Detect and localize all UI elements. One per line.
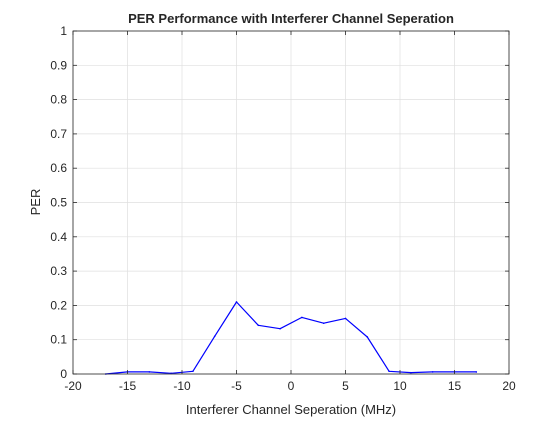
y-tick-label: 0.2 xyxy=(50,298,67,312)
y-tick-label: 1 xyxy=(60,24,67,38)
data-point xyxy=(344,317,347,320)
y-tick-label: 0.3 xyxy=(50,264,67,278)
x-axis-ticks: -20 -15 -10 -5 0 5 10 15 20 xyxy=(64,31,516,393)
data-point xyxy=(148,371,151,373)
y-tick-label: 0.8 xyxy=(50,93,67,107)
x-tick-label: 10 xyxy=(393,379,407,393)
data-point xyxy=(301,316,303,319)
y-tick-label: 0.9 xyxy=(50,58,67,72)
data-point xyxy=(235,301,238,303)
x-tick-label: 20 xyxy=(502,379,516,393)
data-point xyxy=(192,370,194,373)
data-point xyxy=(366,336,369,338)
data-point xyxy=(388,370,390,373)
x-axis-label: Interferer Channel Seperation (MHz) xyxy=(186,402,396,417)
series-line-0 xyxy=(105,301,477,375)
data-point xyxy=(279,327,281,330)
y-axis-label: PER xyxy=(28,189,43,216)
x-tick-label: 15 xyxy=(448,379,462,393)
y-tick-label: 0.5 xyxy=(50,196,67,210)
x-tick-label: -15 xyxy=(119,379,137,393)
data-point xyxy=(475,371,478,373)
y-tick-label: 0.1 xyxy=(50,333,67,347)
y-tick-label: 0.7 xyxy=(50,127,67,141)
data-point xyxy=(213,335,216,338)
data-point xyxy=(322,322,325,325)
x-tick-label: 5 xyxy=(342,379,349,393)
data-point xyxy=(410,371,412,374)
x-tick-label: 0 xyxy=(288,379,295,393)
data-point xyxy=(431,371,434,373)
x-tick-label: -5 xyxy=(231,379,242,393)
data-point xyxy=(257,324,260,327)
y-tick-label: 0.6 xyxy=(50,161,67,175)
x-tick-label: -10 xyxy=(173,379,191,393)
y-axis-ticks: 0 0.1 0.2 0.3 0.4 0.5 0.6 0.7 0.8 0.9 1 xyxy=(50,24,509,381)
y-tick-label: 0 xyxy=(60,367,67,381)
chart-title: PER Performance with Interferer Channel … xyxy=(128,11,454,26)
x-tick-label: -20 xyxy=(64,379,82,393)
y-tick-label: 0.4 xyxy=(50,230,67,244)
